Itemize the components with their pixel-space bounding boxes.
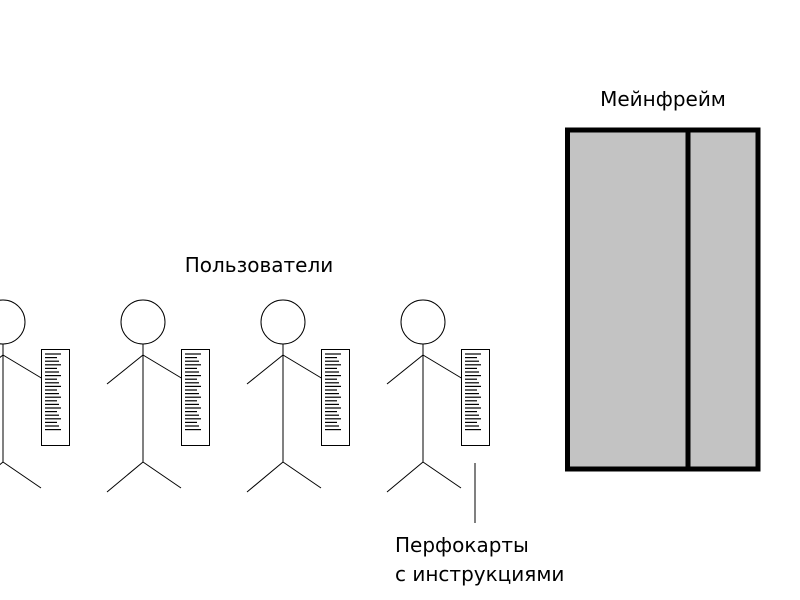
mainframe-body [565, 127, 761, 472]
user-left-leg [0, 461, 4, 466]
punch-card [461, 349, 490, 446]
user-figure [0, 299, 70, 489]
user-head [0, 299, 26, 345]
user-right-arm [142, 354, 184, 380]
users-group [0, 299, 490, 493]
mainframe: Мейнфрейм [565, 87, 761, 472]
punch-cards-label-line2: с инструкциями [395, 562, 564, 586]
user-figure [246, 299, 350, 493]
user-right-leg [422, 461, 462, 489]
user-left-arm [106, 354, 144, 385]
user-left-leg [246, 461, 284, 493]
user-head [120, 299, 166, 345]
mainframe-label: Мейнфрейм [600, 87, 726, 111]
user-right-arm [2, 354, 44, 380]
user-left-arm [246, 354, 284, 385]
user-right-arm [422, 354, 464, 380]
punch-cards-label-line1: Перфокарты [395, 533, 529, 557]
user-right-leg [2, 461, 42, 489]
user-figure [386, 299, 490, 493]
user-left-arm [386, 354, 424, 385]
users-label: Пользователи [185, 253, 334, 277]
user-right-leg [142, 461, 182, 489]
punch-card [321, 349, 350, 446]
user-left-leg [386, 461, 424, 493]
user-right-arm [282, 354, 324, 380]
punch-card [41, 349, 70, 446]
user-head [400, 299, 446, 345]
user-right-leg [282, 461, 322, 489]
user-left-leg [106, 461, 144, 493]
user-head [260, 299, 306, 345]
punch-card [181, 349, 210, 446]
user-figure [106, 299, 210, 493]
